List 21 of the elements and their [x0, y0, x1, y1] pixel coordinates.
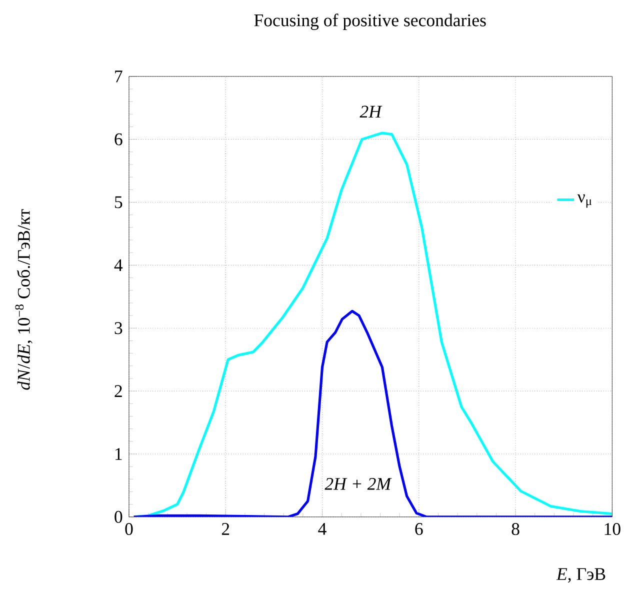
x-tick-label: 4 — [318, 522, 326, 535]
y-tick-label: 6 — [114, 133, 122, 146]
x-axis-title: E, ГэВ — [556, 568, 606, 583]
x-tick-label: 6 — [415, 522, 423, 535]
x-tick-label: 0 — [125, 522, 133, 535]
y-tick-label: 7 — [115, 70, 122, 82]
x-tick-label: 2 — [222, 522, 230, 535]
y-tick-label: 3 — [114, 322, 122, 334]
chart-title: Focusing of positive secondaries — [254, 14, 486, 30]
line-series — [132, 132, 612, 517]
y-tick-label: 4 — [114, 259, 123, 271]
annotation: 2H + 2M — [324, 478, 392, 490]
x-tick-label: 10 — [604, 522, 620, 535]
y-tick-label: 1 — [116, 448, 122, 460]
y-tick-label: 0 — [114, 510, 122, 523]
x-tick-label: 8 — [512, 522, 520, 535]
y-tick-label: 5 — [115, 196, 122, 208]
line-series — [132, 310, 612, 517]
y-tick-label: 2 — [114, 385, 122, 397]
legend-label: ν$_{μ}$ — [577, 194, 592, 208]
annotation: 2H — [360, 106, 382, 118]
